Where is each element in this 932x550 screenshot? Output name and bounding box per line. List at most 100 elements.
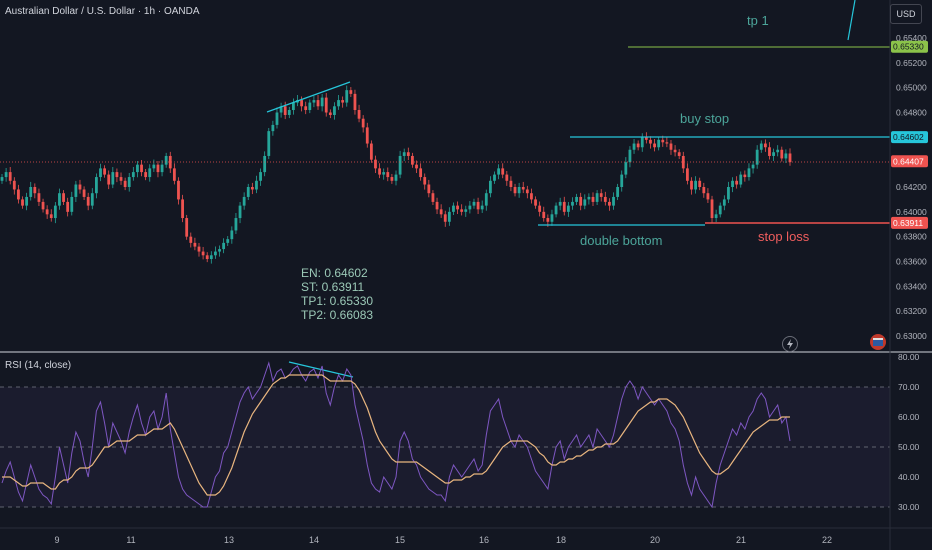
- candle-body: [493, 174, 496, 181]
- price-tag-label-last_price: 0.64407: [893, 156, 924, 166]
- candle-body: [17, 189, 20, 200]
- candle-body: [333, 106, 336, 115]
- flag-icon[interactable]: [870, 334, 886, 350]
- candle-body: [279, 106, 283, 113]
- candle-body: [558, 201, 562, 206]
- candle-body: [390, 177, 394, 181]
- rsi-tick-label: 50.00: [898, 442, 920, 452]
- candle-body: [152, 164, 156, 169]
- candle-body: [423, 177, 427, 185]
- rsi-bands: [0, 386, 890, 508]
- candle-body: [345, 90, 349, 103]
- price-tick-label: 0.63400: [896, 281, 927, 291]
- candle-body: [349, 90, 353, 94]
- candle-body: [681, 155, 685, 169]
- candle-body: [694, 180, 698, 190]
- price-tag-last_price: [891, 155, 928, 168]
- candle-body: [70, 196, 74, 212]
- candle-body: [542, 211, 546, 219]
- candle-body: [476, 201, 480, 210]
- candle-body: [698, 180, 702, 187]
- candle-body: [538, 205, 542, 212]
- note-stop: ST: 0.63911: [301, 280, 365, 294]
- candle-body: [612, 196, 615, 206]
- candle-body: [579, 196, 583, 206]
- candle-body: [49, 214, 53, 219]
- candle-body: [94, 177, 98, 194]
- candle-body: [214, 251, 217, 256]
- candle-body: [238, 205, 242, 219]
- price-tag-buy_stop: [891, 131, 928, 144]
- candle-body: [172, 168, 176, 181]
- candle-body: [595, 193, 599, 202]
- candle-body: [443, 214, 447, 222]
- candle-body: [484, 193, 488, 206]
- candle-body: [246, 187, 250, 197]
- candle-body: [566, 205, 570, 212]
- candle-body: [534, 199, 537, 206]
- candle-body: [181, 199, 184, 219]
- price-divergence-line[interactable]: [266, 81, 351, 113]
- candle-body: [735, 180, 739, 185]
- price-axis-ticks: 0.654000.652000.650000.648000.646000.644…: [896, 33, 927, 341]
- price-tick-label: 0.63600: [896, 257, 927, 267]
- candle-body: [653, 143, 656, 148]
- stop-loss-annotation: stop loss: [758, 229, 810, 244]
- price-tag-label-tp1: 0.65330: [893, 42, 924, 52]
- note-tp2: TP2: 0.66083: [301, 308, 374, 322]
- candle-body: [103, 168, 107, 175]
- candle-body: [324, 97, 328, 113]
- candle-body: [156, 164, 160, 173]
- candle-body: [320, 97, 324, 107]
- candle-body: [587, 196, 591, 200]
- candle-body: [632, 143, 636, 150]
- candle-body: [127, 177, 131, 187]
- candle-body: [743, 174, 747, 178]
- candle-body: [599, 193, 603, 197]
- candle-body: [509, 180, 513, 187]
- candle-body: [649, 139, 652, 144]
- lightning-icon[interactable]: [782, 336, 798, 352]
- candle-body: [148, 168, 152, 178]
- candle-body: [661, 139, 665, 143]
- candle-body: [603, 196, 607, 202]
- time-tick-label: 11: [126, 535, 135, 545]
- candle-body: [33, 187, 37, 194]
- candle-body: [616, 187, 620, 197]
- candle-body: [259, 172, 262, 181]
- candle-body: [386, 172, 390, 178]
- candle-body: [119, 177, 123, 181]
- candle-body: [419, 168, 423, 178]
- candle-body: [53, 205, 57, 219]
- candle-body: [78, 184, 82, 190]
- candle-body: [497, 168, 501, 175]
- candle-body: [218, 249, 221, 252]
- candle-body: [525, 189, 529, 194]
- candle-body: [776, 149, 780, 153]
- symbol-title: Australian Dollar / U.S. Dollar · 1h · O…: [5, 6, 200, 17]
- candle-body: [304, 106, 308, 111]
- price-tick-label: 0.64000: [896, 207, 927, 217]
- tp-arrow-line[interactable]: [847, 0, 856, 41]
- candle-body: [763, 143, 767, 148]
- candle-body: [144, 172, 148, 178]
- candle-body: [784, 153, 788, 159]
- candle-body: [8, 172, 12, 181]
- candle-body: [780, 149, 784, 159]
- candle-body: [456, 205, 459, 210]
- candle-body: [435, 201, 439, 210]
- candle-body: [283, 106, 287, 115]
- candle-body: [521, 187, 525, 190]
- candle-body: [772, 152, 775, 156]
- candle-body: [287, 110, 291, 115]
- currency-button[interactable]: USD: [890, 4, 922, 24]
- candle-body: [530, 193, 533, 200]
- candle-body: [312, 100, 316, 103]
- candle-body: [571, 201, 574, 206]
- candle-body: [308, 102, 312, 111]
- candle-body: [702, 187, 706, 194]
- time-tick-label: 22: [822, 535, 832, 545]
- candle-body: [25, 196, 29, 206]
- candle-body: [706, 193, 710, 200]
